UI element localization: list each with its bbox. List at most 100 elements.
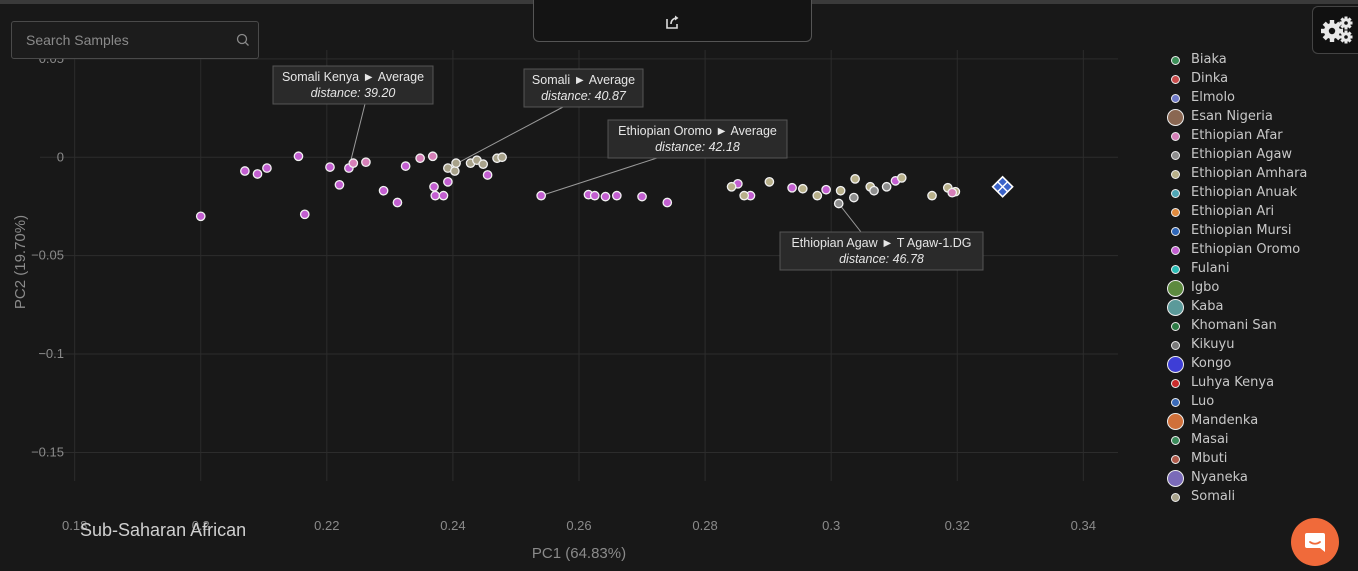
data-point[interactable]	[262, 163, 272, 173]
data-point[interactable]	[739, 190, 750, 201]
legend-item[interactable]: Masai	[1158, 431, 1348, 450]
search-input[interactable]	[12, 22, 227, 58]
data-point[interactable]	[869, 185, 879, 196]
legend-item[interactable]: Ethiopian Amhara	[1158, 165, 1348, 184]
data-point[interactable]	[662, 197, 673, 208]
data-point[interactable]	[849, 192, 859, 203]
legend-swatch	[1171, 322, 1180, 331]
legend-swatch	[1171, 436, 1180, 445]
data-point[interactable]	[299, 209, 310, 220]
data-point[interactable]	[415, 153, 425, 164]
legend-label: Ethiopian Ari	[1191, 204, 1275, 219]
annotation-distance: distance: 42.18	[655, 140, 740, 154]
y-tick-label: −0.1	[38, 346, 64, 361]
legend-swatch	[1171, 132, 1180, 141]
legend-item[interactable]: Ethiopian Mursi	[1158, 222, 1348, 241]
data-point[interactable]	[240, 166, 250, 176]
data-point[interactable]	[927, 190, 937, 201]
data-points	[195, 151, 961, 222]
data-point[interactable]	[293, 151, 304, 162]
data-point[interactable]	[600, 191, 611, 202]
data-point[interactable]	[947, 187, 958, 198]
data-point[interactable]	[881, 181, 892, 192]
data-point[interactable]	[451, 158, 461, 169]
data-point[interactable]	[637, 191, 647, 202]
data-point[interactable]	[429, 181, 439, 192]
data-point[interactable]	[812, 190, 823, 201]
legend-item[interactable]: Biaka	[1158, 51, 1348, 70]
legend-item[interactable]: Ethiopian Anuak	[1158, 184, 1348, 203]
chat-button[interactable]	[1291, 518, 1339, 566]
data-point[interactable]	[195, 211, 206, 222]
data-point[interactable]	[536, 190, 547, 201]
target-marker-cross	[997, 181, 1009, 193]
share-icon[interactable]	[665, 14, 681, 30]
legend-item[interactable]: Kaba	[1158, 298, 1348, 317]
data-point[interactable]	[764, 177, 775, 187]
data-point[interactable]	[835, 185, 846, 196]
data-point[interactable]	[334, 179, 345, 190]
data-point[interactable]	[449, 166, 460, 176]
legend-item[interactable]: Igbo	[1158, 279, 1348, 298]
data-point[interactable]	[726, 181, 737, 192]
data-point[interactable]	[482, 170, 493, 180]
data-point[interactable]	[400, 161, 411, 171]
legend-item[interactable]: Esan Nigeria	[1158, 108, 1348, 127]
legend-item[interactable]: Mandenka	[1158, 412, 1348, 431]
annotation-box	[607, 119, 788, 159]
legend-item[interactable]: Elmolo	[1158, 89, 1348, 108]
x-tick-label: 0.28	[692, 518, 717, 533]
legend-item[interactable]: Fulani	[1158, 260, 1348, 279]
data-point[interactable]	[252, 169, 263, 179]
legend-item[interactable]: Mbuti	[1158, 450, 1348, 469]
data-point[interactable]	[348, 158, 359, 169]
data-point[interactable]	[325, 162, 335, 172]
legend-item[interactable]: Ethiopian Afar	[1158, 127, 1348, 146]
legend-item[interactable]: Dinka	[1158, 70, 1348, 89]
legend-item[interactable]: Somali	[1158, 488, 1348, 507]
legend-item[interactable]: Nyaneka	[1158, 469, 1348, 488]
data-point[interactable]	[821, 184, 831, 195]
legend-item[interactable]: Luhya Kenya	[1158, 374, 1348, 393]
legend-label: Dinka	[1191, 71, 1229, 86]
legend-item[interactable]: Kikuyu	[1158, 336, 1348, 355]
annotation-box	[779, 231, 984, 271]
annotation-distance: distance: 39.20	[311, 86, 396, 100]
legend-swatch	[1171, 94, 1180, 103]
data-point[interactable]	[392, 197, 403, 208]
data-point[interactable]	[443, 177, 453, 187]
legend-item[interactable]: Kongo	[1158, 355, 1348, 374]
data-point[interactable]	[427, 151, 438, 162]
grid-lines	[40, 50, 1118, 481]
data-point[interactable]	[611, 190, 622, 201]
search-icon[interactable]	[236, 33, 250, 47]
legend-swatch	[1171, 455, 1180, 464]
annotation-tooltip: Ethiopian Oromo ► Average distance: 42.18	[607, 119, 788, 159]
data-point[interactable]	[787, 182, 797, 193]
legend-label: Mbuti	[1191, 451, 1228, 466]
legend-item[interactable]: Ethiopian Ari	[1158, 203, 1348, 222]
settings-button[interactable]	[1312, 6, 1358, 54]
data-point[interactable]	[378, 185, 389, 196]
legend-item[interactable]: Luo	[1158, 393, 1348, 412]
data-point[interactable]	[589, 190, 600, 201]
annotation-distance: distance: 46.78	[839, 252, 924, 266]
annotation-leader	[541, 157, 658, 197]
data-point[interactable]	[361, 157, 371, 168]
data-point[interactable]	[797, 183, 808, 194]
legend-item[interactable]: Khomani San	[1158, 317, 1348, 336]
legend-item[interactable]: Ethiopian Oromo	[1158, 241, 1348, 260]
data-point[interactable]	[478, 159, 489, 169]
legend-label: Ethiopian Amhara	[1191, 166, 1308, 181]
data-point[interactable]	[430, 190, 441, 201]
data-point[interactable]	[896, 173, 907, 183]
data-point[interactable]	[850, 174, 860, 184]
data-point[interactable]	[833, 198, 844, 209]
legend-swatch	[1171, 208, 1180, 217]
legend-swatch	[1171, 398, 1180, 407]
data-point[interactable]	[497, 152, 507, 163]
legend-item[interactable]: Ethiopian Agaw	[1158, 146, 1348, 165]
data-point[interactable]	[438, 190, 449, 201]
